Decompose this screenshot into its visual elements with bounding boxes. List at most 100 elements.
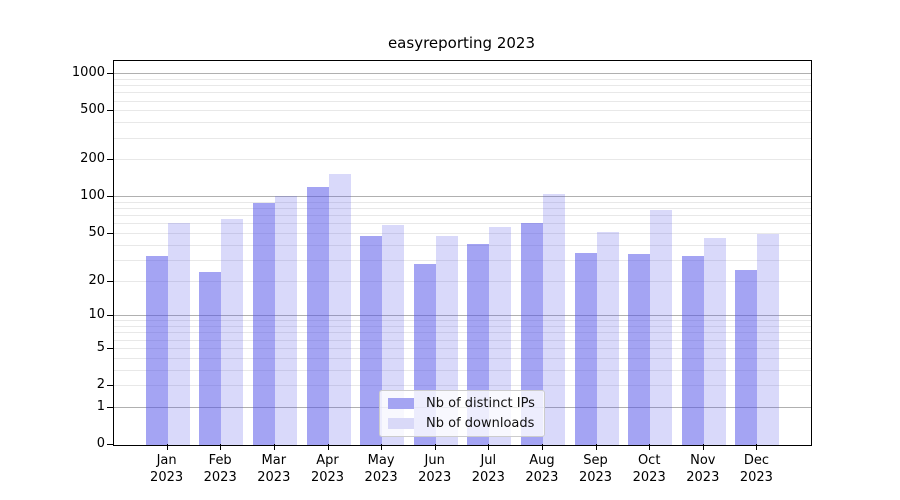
gridline-y-10 <box>114 315 811 317</box>
x-tick-label-line: Oct <box>637 453 661 468</box>
x-tick-label-line: Sep <box>583 453 608 468</box>
gridline-y-500 <box>114 110 811 112</box>
x-tick-label-line: 2023 <box>203 470 237 485</box>
gridline-y-4 <box>114 357 811 359</box>
x-tick-label-line: 2023 <box>525 470 559 485</box>
x-tick-1 <box>220 444 222 450</box>
bar-ips-11 <box>735 270 758 445</box>
x-tick-label-line: 2023 <box>686 470 720 485</box>
x-tick-label-6: Jul 2023 <box>456 452 520 486</box>
bar-downloads-2 <box>274 195 297 445</box>
x-tick-label-line: Aug <box>529 453 555 468</box>
bar-ips-1 <box>199 272 222 445</box>
x-tick-label-line: Jul <box>480 453 497 468</box>
x-tick-label-7: Aug 2023 <box>510 452 574 486</box>
y-tick-label-5: 5 <box>96 339 105 355</box>
y-tick-50 <box>107 233 113 234</box>
plot-area <box>113 60 812 446</box>
bar-ips-4 <box>360 236 383 445</box>
gridline-y-5 <box>114 347 811 349</box>
x-tick-label-11: Dec 2023 <box>724 452 788 486</box>
bar-ips-8 <box>574 252 597 445</box>
x-tick-3 <box>327 444 329 450</box>
y-tick-2 <box>107 385 113 386</box>
bar-downloads-0 <box>167 222 190 445</box>
y-tick-5 <box>107 347 113 349</box>
x-tick-label-2: Mar 2023 <box>242 452 306 486</box>
grid-layer <box>114 61 811 445</box>
bar-ips-9 <box>628 254 651 445</box>
x-tick-label-line: 2023 <box>578 470 613 485</box>
legend: Nb of distinct IPs Nb of downloads <box>379 390 545 437</box>
bar-ips-0 <box>145 255 168 445</box>
x-tick-5 <box>434 444 436 450</box>
bars-layer <box>114 61 811 445</box>
y-tick-100 <box>107 196 113 198</box>
x-tick-0 <box>166 444 168 450</box>
legend-label-downloads: Nb of downloads <box>426 416 535 431</box>
gridline-y-3 <box>114 369 811 371</box>
gridline-y-700 <box>114 92 811 94</box>
x-tick-11 <box>756 444 758 450</box>
y-tick-label-200: 200 <box>80 151 105 167</box>
y-tick-label-50: 50 <box>88 225 105 240</box>
bar-downloads-9 <box>650 209 673 445</box>
x-tick-label-line: 2023 <box>150 470 184 485</box>
y-tick-20 <box>107 280 113 282</box>
gridline-y-50 <box>114 233 811 234</box>
x-tick-label-line: 2023 <box>310 470 345 485</box>
bar-ips-2 <box>252 202 275 445</box>
x-tick-label-line: Mar <box>261 453 287 468</box>
gridline-y-600 <box>114 100 811 102</box>
y-tick-label-1000: 1000 <box>71 65 105 81</box>
gridline-y-6 <box>114 339 811 341</box>
bar-downloads-10 <box>703 238 726 445</box>
y-tick-1 <box>107 406 113 408</box>
y-tick-label-100: 100 <box>80 188 105 204</box>
y-tick-200 <box>107 159 113 161</box>
gridline-y-200 <box>114 159 811 161</box>
gridline-y-9 <box>114 320 811 322</box>
x-tick-label-line: Jan <box>156 453 177 468</box>
gridline-y-70 <box>114 215 811 217</box>
y-tick-label-20: 20 <box>88 272 105 288</box>
gridline-y-40 <box>114 244 811 246</box>
y-tick-10 <box>107 315 113 317</box>
x-tick-label-8: Sep 2023 <box>564 452 628 486</box>
x-tick-label-0: Jan 2023 <box>135 452 199 486</box>
bar-downloads-1 <box>221 219 244 445</box>
x-tick-8 <box>595 444 597 450</box>
y-tick-label-500: 500 <box>80 102 105 118</box>
y-tick-1000 <box>107 73 113 75</box>
x-tick-label-line: 2023 <box>418 470 452 485</box>
y-tick-label-0: 0 <box>96 436 105 451</box>
y-tick-500 <box>107 110 113 112</box>
gridline-y-8 <box>114 326 811 328</box>
x-tick-label-line: 2023 <box>364 470 398 485</box>
gridline-y-1000 <box>114 73 811 75</box>
bar-ips-7 <box>520 222 543 445</box>
x-tick-6 <box>488 444 490 450</box>
bar-downloads-8 <box>596 231 619 445</box>
x-tick-label-4: May 2023 <box>349 452 413 486</box>
x-tick-label-line: Dec <box>743 453 769 468</box>
bar-ips-3 <box>306 186 329 445</box>
gridline-y-90 <box>114 201 811 203</box>
legend-swatch-downloads <box>388 418 414 429</box>
gridline-y-100 <box>114 196 811 198</box>
x-tick-label-1: Feb 2023 <box>188 452 252 486</box>
x-tick-label-line: 2023 <box>257 470 291 485</box>
x-tick-7 <box>541 444 543 450</box>
y-tick-0 <box>107 444 113 445</box>
gridline-y-800 <box>114 85 811 87</box>
gridline-y-30 <box>114 259 811 261</box>
x-tick-label-line: 2023 <box>739 470 773 485</box>
gridline-y-900 <box>114 78 811 80</box>
legend-label-ips: Nb of distinct IPs <box>426 396 535 411</box>
chart-title: easyreporting 2023 <box>387 34 536 52</box>
x-tick-label-line: Nov <box>690 453 716 468</box>
x-tick-label-line: Apr <box>316 453 339 468</box>
x-tick-label-line: May <box>367 453 395 468</box>
x-tick-label-5: Jun 2023 <box>403 452 467 486</box>
